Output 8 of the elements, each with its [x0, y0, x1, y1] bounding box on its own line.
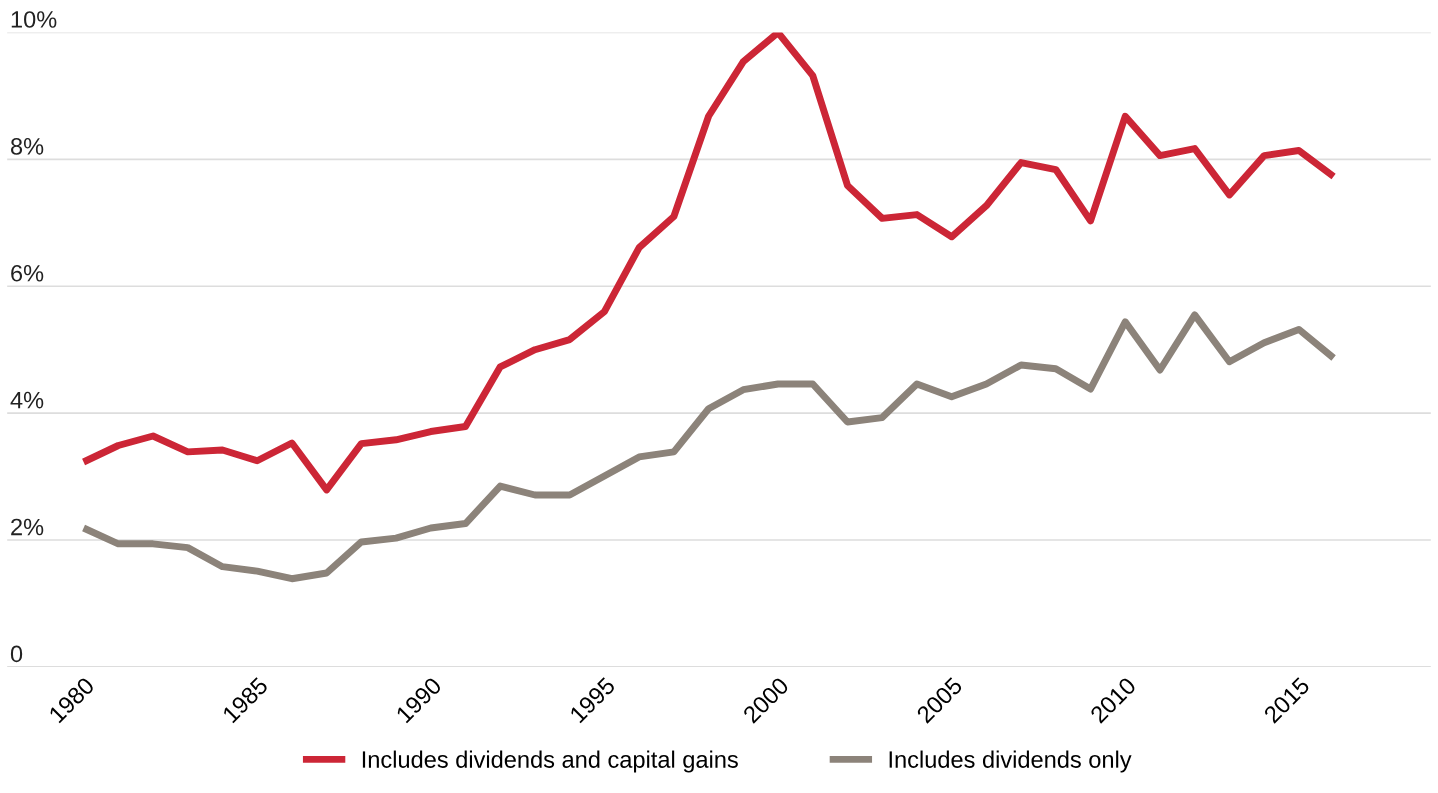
- legend-label: Includes dividends only: [889, 750, 1132, 773]
- y-tick-label: 10%: [11, 11, 57, 28]
- y-tick-label: 8%: [10, 138, 44, 155]
- legend-label: Includes dividends and capital gains: [362, 750, 738, 773]
- y-tick-label: 6%: [11, 264, 44, 282]
- y-tick-label: 4%: [10, 391, 44, 409]
- y-tick-label: 2%: [11, 518, 44, 536]
- y-tick-label: 0: [10, 645, 23, 663]
